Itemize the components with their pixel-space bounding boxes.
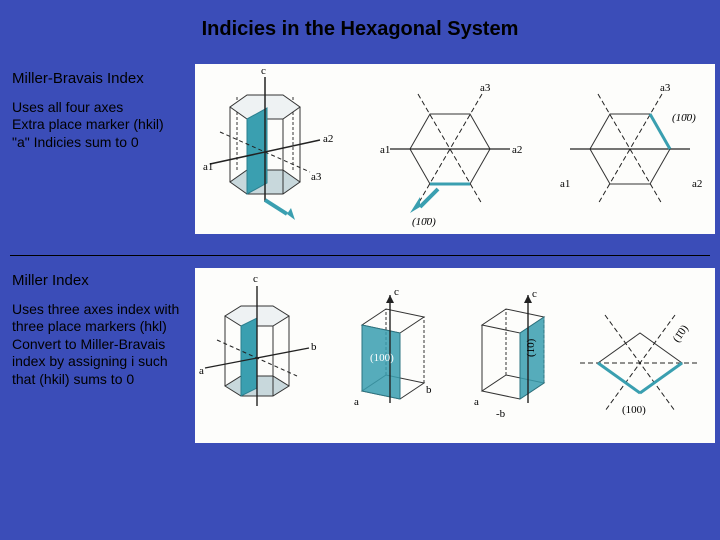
section2-text: Miller Index Uses three axes index with … <box>10 272 190 388</box>
hexagonal-figures-top: c a1 a2 a3 a1 a2 a3 <box>195 64 715 234</box>
section-miller-bravais: Miller-Bravais Index Uses all four axesE… <box>10 70 710 151</box>
section2-heading: Miller Index <box>12 272 190 291</box>
axis-b-b: b <box>311 341 317 353</box>
figure-row-bottom: c a b c a b <box>195 268 715 443</box>
rhombus-topview: (100) (1̄0) <box>580 315 700 416</box>
rhombic-cell-1: c a b (100) <box>354 286 432 408</box>
axis-a1: a1 <box>203 161 213 173</box>
plane-label-tv2: (10̄0) <box>672 112 696 124</box>
plane-label-tv1: (10̄0) <box>412 216 436 228</box>
axis-a2-tv2: a2 <box>692 178 702 190</box>
cell2-c: c <box>532 288 537 300</box>
axis-c-b: c <box>253 273 258 285</box>
cell2-mb: -b <box>496 408 506 420</box>
hex-topview-1: a1 a2 a3 (10̄0) <box>380 82 522 228</box>
axis-a3-tv1: a3 <box>480 82 491 94</box>
axis-a-b: a <box>199 365 204 377</box>
axis-a1-tv1: a1 <box>380 144 390 156</box>
cell1-label: (100) <box>370 352 394 364</box>
section-divider <box>10 255 710 256</box>
axis-a2: a2 <box>323 133 333 145</box>
cell1-c: c <box>394 286 399 298</box>
hex-prism-abc: c a b <box>199 273 317 406</box>
content: Miller-Bravais Index Uses all four axesE… <box>10 70 710 161</box>
cell1-b: b <box>426 384 432 396</box>
section1-text: Miller-Bravais Index Uses all four axesE… <box>10 70 190 151</box>
rhombic-cell-2: c a -b (1̄0) <box>474 288 544 420</box>
figure-row-top: c a1 a2 a3 a1 a2 a3 <box>195 64 715 234</box>
tv-label-110: (1̄0) <box>671 323 692 345</box>
cell2-label: (1̄0) <box>525 338 537 357</box>
section-miller: Miller Index Uses three axes index with … <box>10 272 710 388</box>
tv-label-100: (100) <box>622 404 646 416</box>
section1-heading: Miller-Bravais Index <box>12 70 190 89</box>
axis-a2-tv1: a2 <box>512 144 522 156</box>
hex-topview-2: a1 a2 a3 (10̄0) <box>560 82 702 204</box>
cell2-a: a <box>474 396 479 408</box>
axis-c: c <box>261 65 266 77</box>
page-title: Indicies in the Hexagonal System <box>0 0 720 49</box>
axis-a3: a3 <box>311 171 322 183</box>
hexagonal-figures-bottom: c a b c a b <box>195 268 715 443</box>
section2-body: Uses three axes index with three place m… <box>12 301 190 389</box>
hex-prism-3d: c a1 a2 a3 <box>203 65 333 220</box>
axis-a3-tv2: a3 <box>660 82 671 94</box>
section1-body: Uses all four axesExtra place marker (hk… <box>12 99 190 152</box>
axis-a1-tv2: a1 <box>560 178 570 190</box>
cell1-a: a <box>354 396 359 408</box>
